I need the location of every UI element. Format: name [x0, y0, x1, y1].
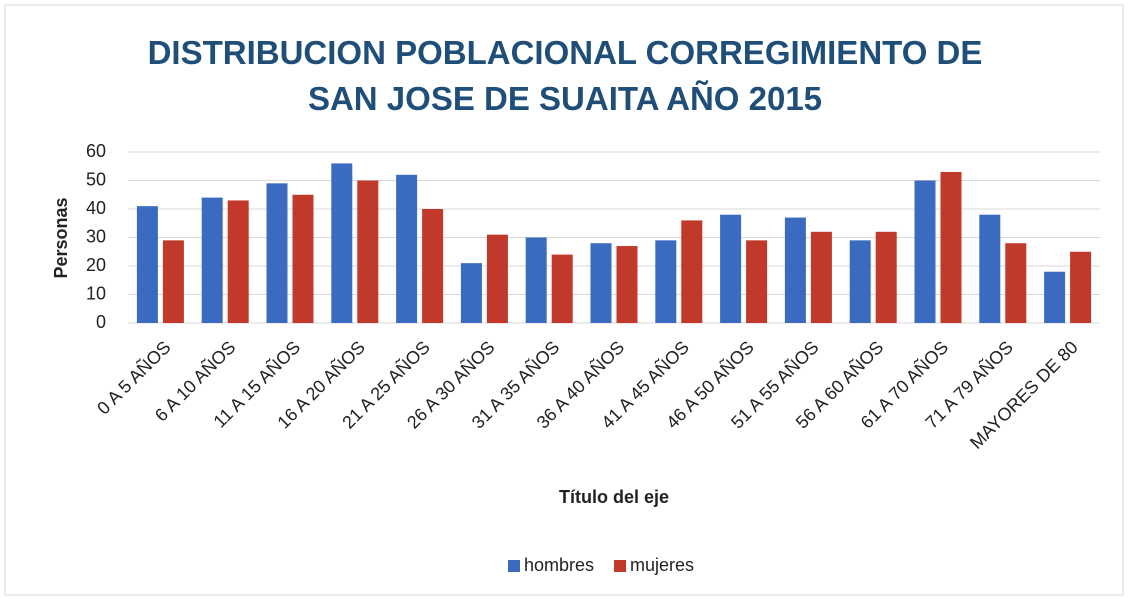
bar [357, 180, 379, 323]
y-tick-label: 20 [86, 255, 106, 275]
bar [616, 246, 638, 323]
bar [875, 231, 897, 323]
y-tick-label: 50 [86, 169, 106, 189]
bar [590, 243, 612, 323]
bar [331, 163, 353, 323]
bar [979, 214, 1001, 323]
bar [1070, 251, 1092, 323]
bar [227, 200, 249, 323]
bar [746, 240, 768, 323]
bar [720, 214, 742, 323]
bar [810, 231, 832, 323]
chart-title: DISTRIBUCION POBLACIONAL CORREGIMIENTO D… [147, 34, 983, 117]
bar [784, 217, 806, 323]
bar [460, 263, 482, 323]
y-axis-title: Personas [51, 197, 71, 278]
legend-swatch [508, 560, 520, 572]
bar [292, 194, 314, 323]
bar [162, 240, 184, 323]
legend-label: hombres [524, 555, 594, 575]
x-axis-title: Título del eje [559, 487, 669, 507]
legend-swatch [614, 560, 626, 572]
bar [486, 234, 508, 323]
bar [525, 237, 547, 323]
bar [201, 197, 223, 323]
bar [1005, 243, 1027, 323]
y-tick-label: 60 [86, 141, 106, 161]
y-tick-label: 40 [86, 198, 106, 218]
bar [396, 174, 418, 323]
bar [655, 240, 677, 323]
bar [136, 206, 158, 323]
bar [681, 220, 703, 323]
y-tick-label: 0 [96, 312, 106, 332]
bar [1044, 271, 1066, 323]
y-tick-label: 10 [86, 283, 106, 303]
y-tick-label: 30 [86, 226, 106, 246]
bar [266, 183, 288, 323]
bar [914, 180, 936, 323]
legend-label: mujeres [630, 555, 694, 575]
bar [551, 254, 573, 323]
bar [940, 171, 962, 323]
bar [422, 209, 444, 323]
bar [849, 240, 871, 323]
